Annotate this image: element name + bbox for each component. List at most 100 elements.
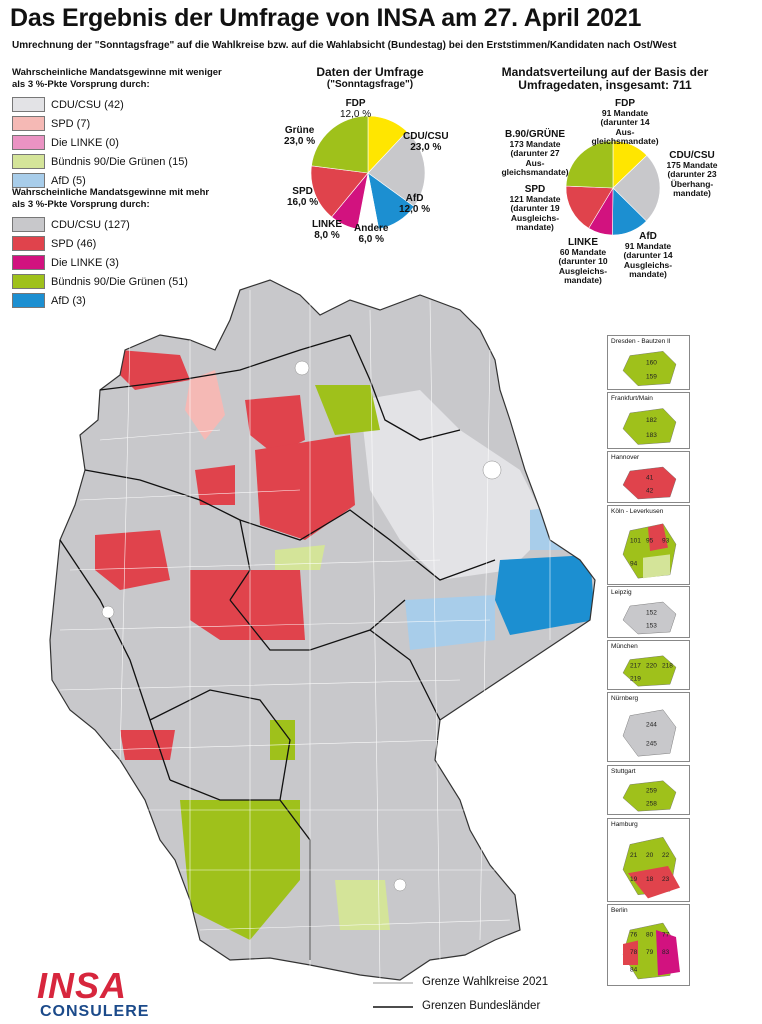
inset-number: 83: [662, 949, 670, 956]
legend-strong-swatch: [12, 217, 45, 232]
inset-map: Nürnberg 244 245: [607, 692, 690, 762]
page-subtitle: Umrechnung der "Sonntagsfrage" auf die W…: [12, 40, 677, 51]
city-muenchen-spot: [393, 878, 407, 892]
legend-strong-label: AfD (3): [51, 294, 86, 307]
region-gruene-light-bavaria: [335, 880, 390, 930]
inset-label: Köln - Leverkusen: [611, 508, 664, 515]
legend-strong-item: SPD (46): [12, 234, 222, 253]
survey-label-cdu: CDU/CSU 23,0 %: [403, 131, 449, 153]
legend-weak: Wahrscheinliche Mandatsgewinne mit wenig…: [12, 67, 222, 190]
legend-weak-label: SPD (7): [51, 117, 91, 130]
legend-strong-label: Die LINKE (3): [51, 256, 119, 269]
inset-number: 42: [646, 488, 654, 495]
inset-number: 77: [662, 932, 670, 939]
region-east-light: [360, 390, 550, 580]
legend-weak-item: AfD (5): [12, 171, 222, 190]
inset-number: 76: [630, 932, 638, 939]
legend-weak-swatch: [12, 135, 45, 150]
legend-weak-item: SPD (7): [12, 114, 222, 133]
inset-shape: 41 42: [622, 466, 677, 500]
pie-slice-cdu-csu: [612, 154, 661, 222]
legend-weak-label: AfD (5): [51, 174, 86, 187]
map-regions: [50, 280, 595, 980]
region-gruene-hamburg: [315, 385, 380, 435]
survey-label-gruene: Grüne 23,0 %: [284, 125, 316, 147]
page-title: Das Ergebnis der Umfrage von INSA am 27.…: [10, 4, 642, 32]
legend-wahlkreise-label: Grenze Wahlkreise 2021: [422, 976, 549, 988]
inset-number: 159: [646, 374, 657, 381]
inset-label: Dresden - Bautzen II: [611, 338, 671, 345]
inset-region-linke: [656, 930, 680, 976]
legend-weak-label: CDU/CSU (42): [51, 98, 124, 111]
inset-label: Hannover: [611, 454, 640, 461]
legend-strong: Wahrscheinliche Mandatsgewinne mit mehr …: [12, 187, 222, 310]
inset-shape: 182 183: [622, 408, 677, 445]
region-gruene-light-central: [275, 545, 325, 570]
region-spd-light-north: [185, 370, 225, 440]
inset-label: Nürnberg: [611, 695, 639, 702]
inset-number: 101: [630, 538, 641, 545]
legend-strong-swatch: [12, 293, 45, 308]
inset-map: Stuttgart 259 258: [607, 765, 690, 815]
inset-region: [622, 655, 677, 687]
inset-region-light: [643, 554, 670, 579]
seats-label-fdp: FDP 91 Mandate (darunter 14 Aus- gleichsm…: [591, 98, 659, 146]
legend-strong-label: CDU/CSU (127): [51, 218, 130, 231]
seats-pie-title: Mandatsverteilung auf der Basis der Umfr…: [501, 65, 709, 92]
inset-number: 79: [646, 949, 654, 956]
legend-strong-label: Bündnis 90/Die Grünen (51): [51, 275, 188, 288]
inset-number: 220: [646, 663, 657, 670]
seats-label-gruene: B.90/GRÜNE 173 Mandate (darunter 27 Aus- …: [501, 129, 569, 177]
inset-number: 217: [630, 663, 641, 670]
inset-number: 19: [630, 876, 638, 883]
legend-weak-item: CDU/CSU (42): [12, 95, 222, 114]
inset-region-spd: [648, 523, 668, 551]
inset-map: Berlin 76 80 77 78 79 83 84: [607, 904, 690, 986]
legend-strong-swatch: [12, 274, 45, 289]
inset-number: 41: [646, 474, 654, 481]
inset-region: [622, 780, 677, 812]
inset-map: Frankfurt/Main 182 183: [607, 392, 690, 449]
legend-strong-item: AfD (3): [12, 291, 222, 310]
region-gruene-frankfurt: [270, 720, 295, 760]
inset-shape: 76 80 77 78 79 83 84: [622, 922, 680, 980]
region-spd-hessen: [190, 570, 305, 640]
legend-weak-swatch: [12, 173, 45, 188]
inset-number: 160: [646, 359, 657, 366]
inset-region-spd: [623, 940, 638, 965]
survey-pie-header: Daten der Umfrage ("Sonntagsfrage"): [290, 66, 450, 91]
region-spd-hannover: [245, 395, 305, 455]
region-gruene-light-bw: [135, 870, 185, 930]
inset-number: 84: [630, 967, 638, 974]
survey-pie-subtitle: ("Sonntagsfrage"): [326, 79, 414, 90]
inset-number: 78: [630, 949, 638, 956]
region-spd-central: [255, 435, 355, 540]
consulere-logo: CONSULERE: [40, 1003, 150, 1020]
legend-weak-heading: Wahrscheinliche Mandatsgewinne mit wenig…: [12, 67, 222, 90]
map-legend-lines: [373, 982, 413, 1008]
seats-pie-chart: [565, 140, 661, 236]
legend-strong-heading: Wahrscheinliche Mandatsgewinne mit mehr …: [12, 187, 210, 210]
inset-number: 94: [630, 560, 638, 567]
inset-number: 153: [646, 623, 657, 630]
inset-region: [622, 351, 677, 386]
inset-region: [622, 709, 677, 757]
survey-label-afd: AfD 12,0 %: [399, 193, 431, 215]
survey-pie-chart: [310, 115, 426, 231]
legend-weak-swatch: [12, 116, 45, 131]
inset-label: Frankfurt/Main: [611, 395, 653, 402]
inset-shape: 21 20 22 19 18 23: [622, 836, 680, 899]
inset-shape: 259 258: [622, 780, 677, 812]
constituency-borders: [59, 290, 551, 981]
region-afd-saxony: [495, 555, 595, 635]
inset-number: 218: [662, 663, 673, 670]
inset-number: 259: [646, 788, 657, 795]
survey-label-fdp: FDP 12,0 %: [340, 98, 372, 120]
inset-map: Dresden - Bautzen II 160 159: [607, 335, 690, 390]
inset-label: Hamburg: [611, 821, 638, 828]
inset-number: 95: [646, 538, 654, 545]
inset-map: Hannover 41 42: [607, 451, 690, 503]
pie-slice-spd: [310, 165, 369, 218]
survey-label-spd: SPD 16,0 %: [287, 186, 319, 208]
inset-label: München: [611, 643, 638, 650]
